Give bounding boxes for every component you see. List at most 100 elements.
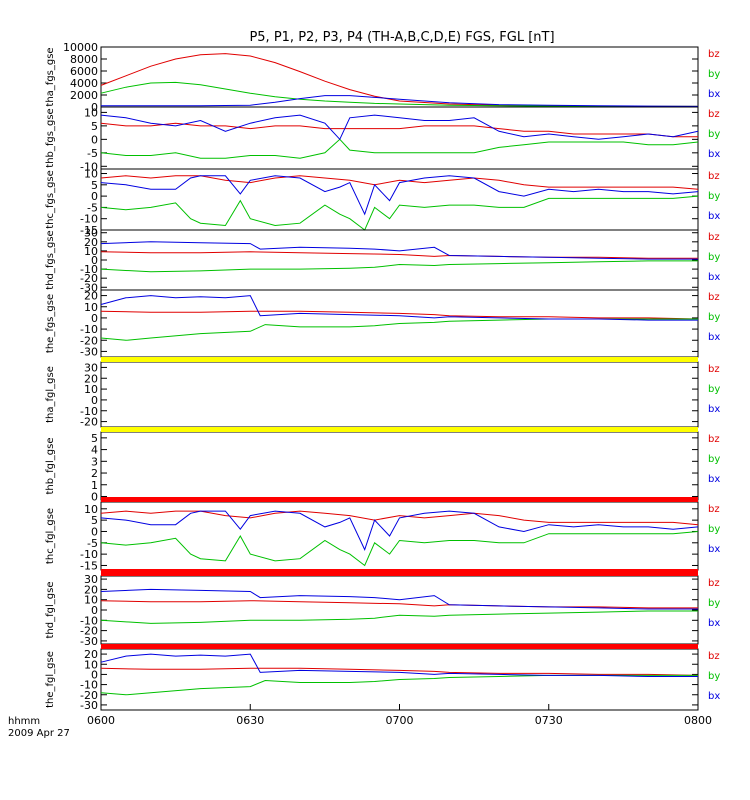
status-bar-red-2 (101, 569, 698, 576)
ytick-label: 20 (84, 372, 98, 385)
time-axis: 0600 0630 0700 0730 0800 (87, 704, 712, 727)
ytick-label: 20 (84, 648, 98, 661)
ytick-label: 10 (84, 106, 98, 119)
legend-bz: bz (708, 171, 720, 182)
ytick-label: 4000 (70, 77, 98, 90)
legend-bx: bx (708, 272, 720, 283)
legend-bz: bz (708, 232, 720, 243)
ytick-label: -5 (87, 147, 98, 160)
ytick-label: -30 (80, 635, 98, 648)
legend-bz: bz (708, 504, 720, 515)
series-line-bz (100, 53, 698, 107)
ytick-label: 30 (84, 227, 98, 240)
ytick-label: 30 (84, 361, 98, 374)
xtick-label: 0800 (684, 714, 712, 727)
ytick-label: -20 (80, 416, 98, 429)
legend-by: by (708, 454, 720, 465)
ytick-label: -10 (80, 405, 98, 418)
ytick-label: 20 (84, 290, 98, 303)
ytick-label: 20 (84, 583, 98, 596)
ytick-label: 10 (84, 594, 98, 607)
ytick-label: 5 (91, 179, 98, 192)
legend-bx: bx (708, 211, 720, 222)
legend-bx: bx (708, 691, 720, 702)
panel-ylabel: the_fgs_gse (45, 294, 56, 353)
legend-bz: bz (708, 651, 720, 662)
legend-by: by (708, 598, 720, 609)
xtick-label: 0730 (535, 714, 563, 727)
ytick-label: 10 (84, 383, 98, 396)
ytick-label: 0 (91, 490, 98, 503)
series-line-bz (100, 122, 698, 138)
xtick-label: 0700 (386, 714, 414, 727)
series-line-by (100, 81, 698, 107)
ytick-label: 8000 (70, 53, 98, 66)
legend-bx: bx (708, 474, 720, 485)
ytick-label: 10 (84, 503, 98, 516)
ytick-label: 5 (91, 514, 98, 527)
series-line-by (100, 318, 698, 341)
date-label: 2009 Apr 27 (8, 728, 70, 739)
ytick-label: 5 (91, 432, 98, 445)
ytick-label: 10000 (63, 41, 98, 54)
legend-by: by (708, 252, 720, 263)
panel-ylabel: tha_fgl_gse (45, 366, 56, 423)
ytick-label: 0 (91, 394, 98, 407)
ytick-label: 0 (91, 312, 98, 325)
status-bar-red-1 (101, 497, 698, 502)
ytick-label: -5 (87, 201, 98, 214)
ytick-label: 0 (91, 668, 98, 681)
panel-ylabel: thb_fgs_gse (45, 108, 56, 167)
ytick-label: -15 (80, 559, 98, 572)
plot-title: P5, P1, P2, P3, P4 (TH-A,B,C,D,E) FGS, F… (249, 30, 554, 45)
series-line-bz (100, 600, 698, 609)
xtick-label: 0630 (236, 714, 264, 727)
series-line-bx (100, 588, 698, 610)
series-line-by (100, 610, 698, 624)
ytick-label: -20 (80, 334, 98, 347)
legend-bz: bz (708, 49, 720, 60)
series-line-bx (100, 114, 699, 141)
series-line-bx (101, 95, 699, 107)
legend-bz: bz (708, 364, 720, 375)
ytick-label: 3 (91, 455, 98, 468)
ytick-label: -20 (80, 625, 98, 638)
panel-frame (100, 229, 699, 291)
series-line-bz (100, 251, 698, 259)
ytick-label: -15 (80, 224, 98, 237)
status-bar-yellow-2 (101, 427, 698, 432)
legend-by: by (708, 69, 720, 80)
legend-bx: bx (708, 332, 720, 343)
xtick-label: 0600 (87, 714, 115, 727)
panel-frame (100, 501, 699, 571)
ytick-label: 2 (91, 467, 98, 480)
ytick-label: -10 (80, 263, 98, 276)
legend-bz: bz (708, 292, 720, 303)
ytick-label: 0 (91, 604, 98, 617)
status-bar-yellow-1 (101, 357, 698, 362)
ytick-label: -30 (80, 345, 98, 358)
series-line-bx (100, 653, 698, 677)
series-line-bz (100, 667, 699, 676)
legend-by: by (708, 671, 720, 682)
legend-by: by (708, 384, 720, 395)
ytick-label: 20 (84, 236, 98, 249)
legend-bx: bx (708, 89, 720, 100)
ytick-label: 0 (91, 525, 98, 538)
series-line-bx (100, 175, 699, 216)
legend-bz: bz (708, 109, 720, 120)
ytick-label: -10 (80, 323, 98, 336)
time-unit-label: hhmm (8, 716, 40, 727)
ytick-label: 0 (91, 101, 98, 114)
panel-frame (100, 575, 699, 645)
